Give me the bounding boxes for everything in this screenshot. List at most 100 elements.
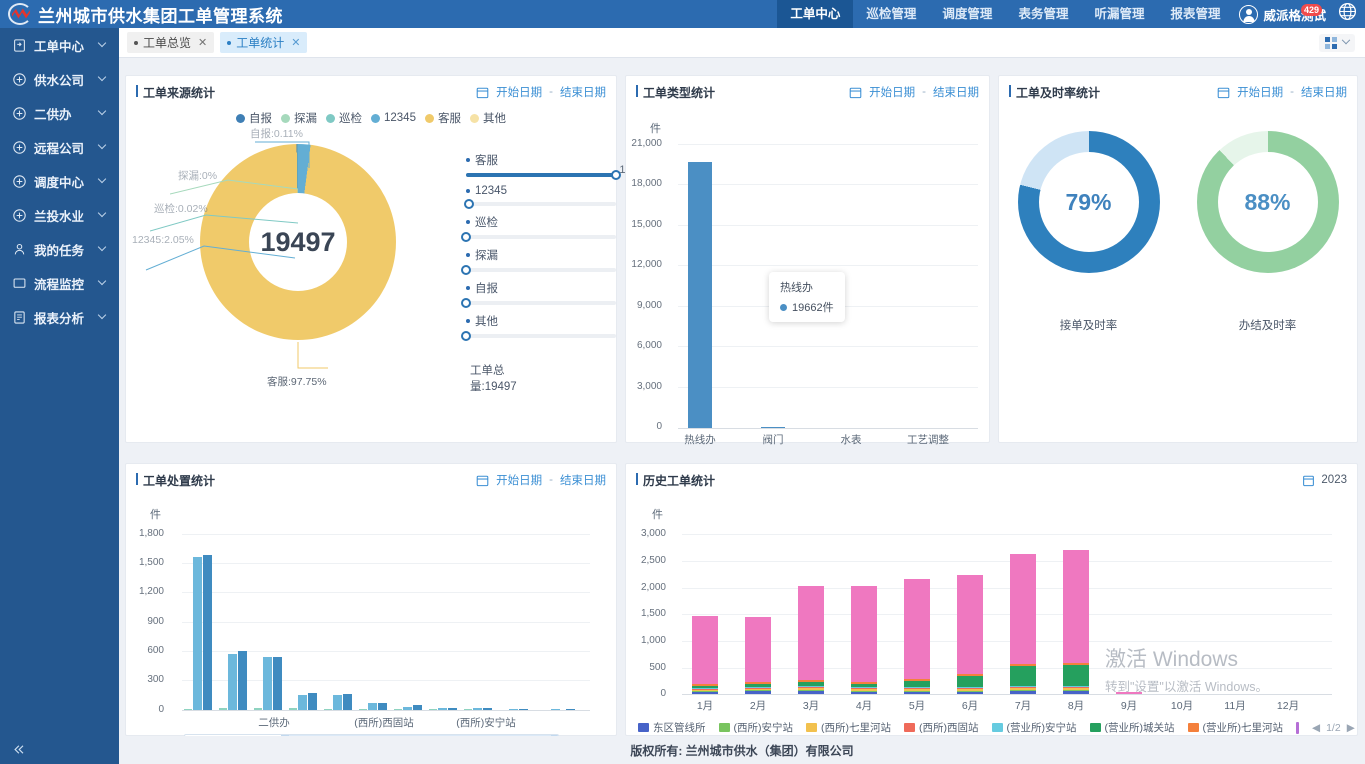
bar-completed-total[interactable]	[438, 708, 447, 710]
end-date-input[interactable]: 结束日期	[560, 475, 606, 487]
stacked-bar-month-3[interactable]	[798, 586, 824, 694]
bar-order-total[interactable]	[413, 705, 422, 710]
sidebar-item-my-tasks[interactable]: 我的任务	[0, 232, 119, 266]
topnav-item-dispatch[interactable]: 调度管理	[942, 7, 993, 21]
legend-item-12345[interactable]: 12345	[371, 112, 416, 124]
bar-completed-total[interactable]	[333, 695, 342, 710]
legend-item-xisuo-anning[interactable]: (西所)安宁站	[718, 720, 793, 735]
sidebar-item-lantou-water[interactable]: 兰投水业	[0, 198, 119, 232]
close-icon[interactable]: ✕	[291, 37, 301, 49]
bar-completed-total[interactable]	[228, 654, 237, 710]
sidebar-item-workorder-center[interactable]: 工单中心	[0, 28, 119, 62]
notification-badge[interactable]: 429	[1300, 3, 1322, 16]
legend-item-tanlou[interactable]: 探漏	[281, 110, 317, 126]
bar-completed-total[interactable]	[403, 707, 412, 710]
legend-item-xunjian[interactable]: 巡检	[326, 110, 362, 126]
date-range-picker[interactable]: 开始日期 - 结束日期	[476, 84, 606, 100]
bar-order-total[interactable]	[343, 694, 352, 710]
bar-order-total[interactable]	[308, 693, 317, 710]
tab-workorder-statistics[interactable]: 工单统计 ✕	[220, 32, 308, 53]
start-date-input[interactable]: 开始日期	[1237, 87, 1284, 99]
end-date-input[interactable]: 结束日期	[1301, 87, 1347, 99]
globe-icon[interactable]	[1338, 2, 1357, 26]
bar-hotline[interactable]	[688, 162, 712, 428]
date-range-picker[interactable]: 开始日期 - 结束日期	[849, 84, 979, 100]
bar-completed-total[interactable]	[551, 709, 560, 710]
date-range-picker[interactable]: 开始日期 - 结束日期	[1217, 84, 1347, 100]
source-item-slider[interactable]	[466, 169, 621, 180]
legend-item-xisuo-xigu[interactable]: (西所)西固站	[904, 720, 979, 735]
stacked-bar-month-5[interactable]	[904, 579, 930, 694]
date-range-picker[interactable]: 开始日期 - 结束日期	[476, 472, 606, 488]
bar-handling-total[interactable]	[464, 709, 472, 710]
source-item-slider[interactable]	[461, 231, 616, 242]
stacked-bar-month-9[interactable]	[1116, 692, 1142, 694]
donut-ring[interactable]	[200, 144, 396, 340]
year-picker[interactable]: 2023	[1302, 474, 1347, 487]
bar-order-total[interactable]	[378, 703, 387, 710]
stacked-bar-month-7[interactable]	[1010, 554, 1036, 694]
bar-order-total[interactable]	[519, 709, 528, 710]
bar-handling-total[interactable]	[289, 708, 297, 710]
bar-handling-total[interactable]	[429, 709, 437, 710]
gauge-ring[interactable]: 88%	[1196, 131, 1339, 273]
sidebar-item-secondary-supply[interactable]: 二供办	[0, 96, 119, 130]
bar-handling-total[interactable]	[219, 708, 227, 710]
tab-workorder-overview[interactable]: 工单总览 ✕	[127, 32, 215, 53]
legend-item-other-partial[interactable]	[1296, 721, 1299, 734]
bar-handling-total[interactable]	[359, 709, 367, 710]
legend-item-xisuo-qilihe[interactable]: (西所)七里河站	[806, 720, 891, 735]
gauge-ring[interactable]: 79%	[1017, 131, 1160, 273]
bar-order-total[interactable]	[238, 651, 247, 710]
bar-completed-total[interactable]	[473, 708, 482, 710]
end-date-input[interactable]: 结束日期	[560, 87, 606, 99]
sidebar-item-process-monitor[interactable]: 流程监控	[0, 266, 119, 300]
user-menu[interactable]: 威派格测试 429	[1239, 3, 1332, 24]
bar-order-total[interactable]	[448, 708, 457, 710]
legend-item-yingyesuo-chengguan[interactable]: (营业所)城关站	[1089, 720, 1175, 735]
legend-item-zibao[interactable]: 自报	[236, 110, 272, 126]
year-value[interactable]: 2023	[1321, 474, 1347, 486]
stacked-bar-month-4[interactable]	[851, 586, 877, 694]
topnav-item-meter[interactable]: 表务管理	[1018, 7, 1069, 21]
source-item-slider[interactable]	[461, 297, 616, 308]
bar-order-total[interactable]	[566, 709, 575, 710]
start-date-input[interactable]: 开始日期	[496, 87, 543, 99]
legend-item-yingyesuo-anning[interactable]: (营业所)安宁站	[991, 720, 1077, 735]
stacked-bar-month-8[interactable]	[1063, 550, 1089, 694]
topnav-item-workorder-center[interactable]: 工单中心	[777, 0, 854, 28]
legend-prev-arrow-icon[interactable]: ◀	[1312, 721, 1321, 734]
topnav-item-inspection[interactable]: 巡检管理	[866, 7, 917, 21]
start-date-input[interactable]: 开始日期	[496, 475, 543, 487]
source-item-slider[interactable]	[461, 264, 616, 275]
bar-order-total[interactable]	[273, 657, 282, 710]
legend-item-yingyesuo-qilihe[interactable]: (营业所)七里河站	[1187, 720, 1283, 735]
legend-item-dongqu-pipeline[interactable]: 东区管线所	[638, 720, 706, 735]
bar-handling-total[interactable]	[184, 709, 192, 710]
bar-completed-total[interactable]	[263, 657, 272, 710]
layout-switch-button[interactable]	[1319, 33, 1355, 52]
start-date-input[interactable]: 开始日期	[869, 87, 916, 99]
bar-order-total[interactable]	[203, 555, 212, 710]
end-date-input[interactable]: 结束日期	[933, 87, 979, 99]
source-item-slider[interactable]	[464, 198, 616, 209]
close-icon[interactable]: ✕	[198, 37, 208, 49]
bar-valve[interactable]	[761, 427, 785, 428]
sidebar-item-water-supply-company[interactable]: 供水公司	[0, 62, 119, 96]
bar-completed-total[interactable]	[193, 557, 202, 710]
bar-handling-total[interactable]	[254, 708, 262, 710]
bar-completed-total[interactable]	[298, 695, 307, 710]
stacked-bar-month-2[interactable]	[745, 617, 771, 694]
sidebar-collapse-button[interactable]	[0, 735, 119, 764]
topnav-item-leak[interactable]: 听漏管理	[1094, 7, 1145, 21]
stacked-bar-month-1[interactable]	[692, 616, 718, 694]
bar-handling-total[interactable]	[394, 709, 402, 710]
bar-handling-total[interactable]	[324, 709, 332, 710]
bar-order-total[interactable]	[483, 708, 492, 710]
source-item-slider[interactable]	[461, 330, 616, 341]
legend-item-qita[interactable]: 其他	[469, 110, 506, 126]
sidebar-item-report-analysis[interactable]: 报表分析	[0, 300, 119, 334]
sidebar-item-dispatch-center[interactable]: 调度中心	[0, 164, 119, 198]
bar-completed-total[interactable]	[509, 709, 518, 710]
legend-next-arrow-icon[interactable]: ▶	[1346, 721, 1355, 734]
